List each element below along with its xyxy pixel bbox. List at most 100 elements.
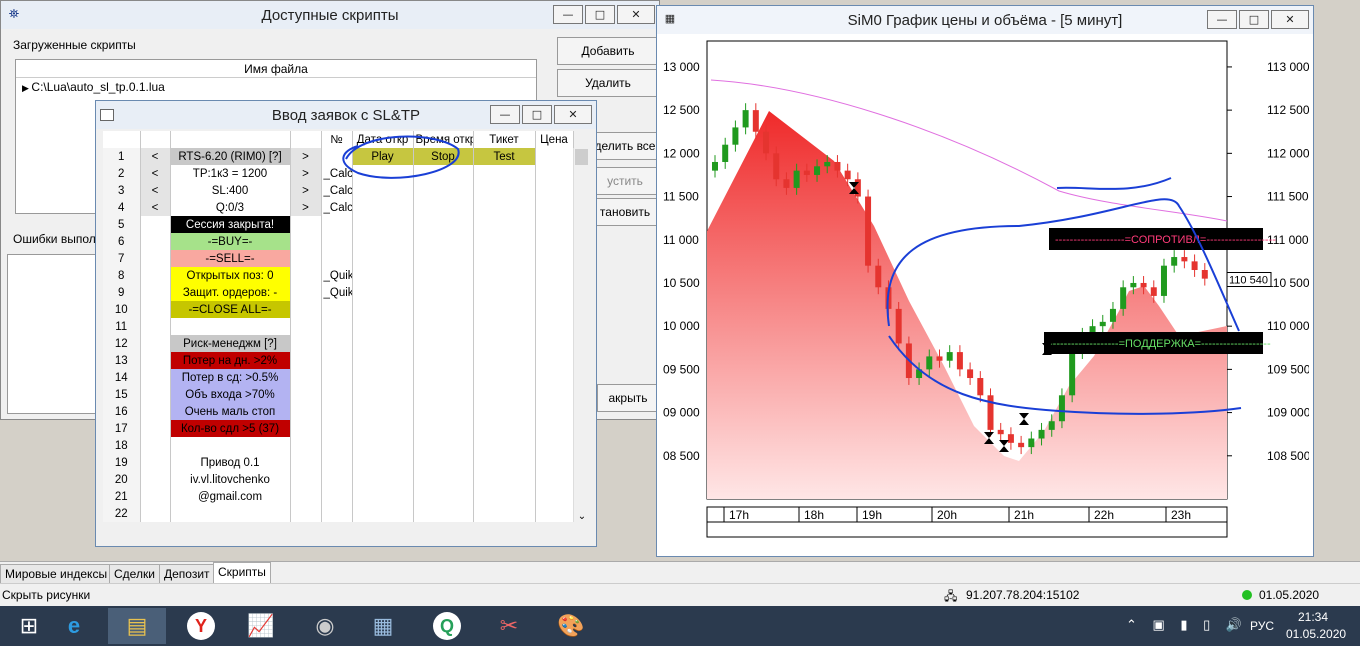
scripts-title: Доступные скрипты (261, 6, 399, 24)
snipping-tool-icon[interactable]: ✂ (499, 613, 519, 638)
last-price-box (1226, 272, 1272, 288)
setting-cell[interactable]: -=BUY=- (170, 233, 291, 250)
windows-start-icon[interactable]: ⊞ (19, 613, 39, 638)
setting-cell[interactable]: @gmail.com (170, 488, 291, 505)
tab-world-indices[interactable]: Мировые индексы (0, 564, 113, 584)
minimize-button[interactable]: — (490, 105, 520, 124)
clock-date[interactable]: 01.05.2020 (1286, 627, 1347, 641)
ticket-cell (473, 471, 536, 488)
add-button[interactable]: Добавить (557, 37, 659, 65)
remove-all-button[interactable]: делить все (591, 132, 659, 160)
trade-marker-icon (1019, 413, 1029, 425)
next-arrow-button[interactable]: > (290, 148, 322, 165)
date-cell (352, 488, 414, 505)
stop-script-button[interactable]: тановить (591, 198, 659, 226)
internet-explorer-icon[interactable]: e (67, 613, 81, 638)
tab-trades[interactable]: Сделки (109, 564, 160, 584)
yandex-browser-icon[interactable]: Y (172, 608, 230, 644)
setting-cell[interactable]: Открытых поз: 0 (170, 267, 291, 284)
prev-arrow-button[interactable]: < (140, 148, 171, 165)
calc-cell (321, 250, 353, 267)
vertical-scrollbar[interactable]: ⌄ (573, 148, 589, 522)
minimize-button[interactable]: — (1207, 10, 1237, 29)
date-cell (352, 233, 414, 250)
setting-cell[interactable] (170, 505, 291, 522)
close-button[interactable]: ✕ (1271, 10, 1309, 29)
calc-cell (321, 301, 353, 318)
chart-titlebar: ▦ SiM0 График цены и объёма - [5 минут] … (657, 6, 1313, 34)
tray-icons[interactable]: ⌃ ▣ ▮ ▯ 🔊 (1126, 617, 1249, 632)
setting-cell[interactable] (170, 437, 291, 454)
setting-cell[interactable]: -=CLOSE ALL=- (170, 301, 291, 318)
candle-body (1099, 321, 1106, 327)
row-number: 13 (103, 352, 141, 369)
scroll-down-icon[interactable]: ⌄ (577, 511, 587, 522)
maximize-button[interactable]: □ (1239, 10, 1269, 29)
prev-arrow-button[interactable]: < (140, 182, 171, 199)
setting-cell[interactable]: Привод 0.1 (170, 454, 291, 471)
setting-cell[interactable]: Очень маль стоп (170, 403, 291, 420)
price-chart[interactable]: 13 000 113 000 12 500 112 500 12 000 112 000 1… (659, 36, 1309, 552)
setting-cell[interactable]: TP:1к3 = 1200 (170, 165, 291, 182)
file-explorer-icon[interactable]: ▤ (108, 608, 166, 644)
setting-cell[interactable] (170, 318, 291, 335)
setting-cell[interactable]: Потер в сд: >0.5% (170, 369, 291, 386)
remove-button[interactable]: Удалить (557, 69, 659, 97)
clock-time[interactable]: 21:34 (1298, 610, 1329, 624)
setting-cell[interactable]: SL:400 (170, 182, 291, 199)
close-window-button[interactable]: акрыть (597, 384, 659, 412)
setting-cell[interactable]: Сессия закрыта! (170, 216, 291, 233)
calc-cell (321, 318, 353, 335)
hide-drawings-label[interactable]: Скрыть рисунки (2, 588, 91, 602)
maximize-button[interactable]: □ (522, 105, 552, 124)
test-button[interactable]: Test (473, 148, 536, 165)
table-row: 11 (103, 318, 574, 335)
setting-cell[interactable]: -=SELL=- (170, 250, 291, 267)
task-manager-icon[interactable]: 📈 (247, 613, 275, 638)
language-indicator[interactable]: РУС (1250, 619, 1275, 633)
price-cell (535, 488, 574, 505)
setting-cell[interactable]: iv.vl.litovchenko (170, 471, 291, 488)
script-row[interactable]: ▶ C:\Lua\auto_sl_tp.0.1.lua (22, 80, 165, 94)
price-cell (535, 403, 574, 420)
next-arrow-button (290, 284, 322, 301)
table-row: 21 @gmail.com (103, 488, 574, 505)
quik-icon[interactable]: Q (418, 608, 476, 644)
col-header-price: Цена (535, 131, 574, 148)
paint-icon[interactable]: 🎨 (557, 613, 585, 638)
start-button[interactable]: устить (591, 167, 659, 195)
tab-deposit[interactable]: Депозит (159, 564, 215, 584)
prev-arrow-button[interactable]: < (140, 165, 171, 182)
row-number: 14 (103, 369, 141, 386)
close-button[interactable]: ✕ (554, 105, 592, 124)
setting-cell[interactable]: Объ входа >70% (170, 386, 291, 403)
tab-scripts[interactable]: Скрипты (213, 562, 271, 584)
prev-arrow-button[interactable]: < (140, 199, 171, 216)
next-arrow-button[interactable]: > (290, 199, 322, 216)
play-button[interactable]: Play (352, 148, 414, 165)
calculator-icon[interactable]: ▦ (372, 613, 394, 638)
price-cell (535, 182, 574, 199)
setting-cell[interactable]: Кол-во сдл >5 (37) (170, 420, 291, 437)
setting-cell[interactable]: Q:0/3 (170, 199, 291, 216)
y-left-tick: 09 500 (663, 362, 700, 376)
next-arrow-button[interactable]: > (290, 182, 322, 199)
price-cell (535, 420, 574, 437)
minimize-button[interactable]: — (553, 5, 583, 24)
next-arrow-button[interactable]: > (290, 165, 322, 182)
next-arrow-button (290, 403, 322, 420)
setting-cell[interactable]: RTS-6.20 (RIM0) [?] (170, 148, 291, 165)
price-cell (535, 335, 574, 352)
drawn-arc-lower (888, 335, 1242, 415)
time-cell (413, 471, 474, 488)
candle-body (814, 166, 821, 175)
app-circle-icon[interactable]: ◉ (315, 613, 335, 638)
time-cell (413, 267, 474, 284)
setting-cell[interactable]: Потер на дн. >2% (170, 352, 291, 369)
maximize-button[interactable]: □ (585, 5, 615, 24)
close-button[interactable]: ✕ (617, 5, 655, 24)
table-row: 5 Сессия закрыта! (103, 216, 574, 233)
setting-cell[interactable]: Защит. ордеров: - (170, 284, 291, 301)
scroll-thumb[interactable] (575, 149, 588, 165)
setting-cell[interactable]: Риск-менеджм [?] (170, 335, 291, 352)
